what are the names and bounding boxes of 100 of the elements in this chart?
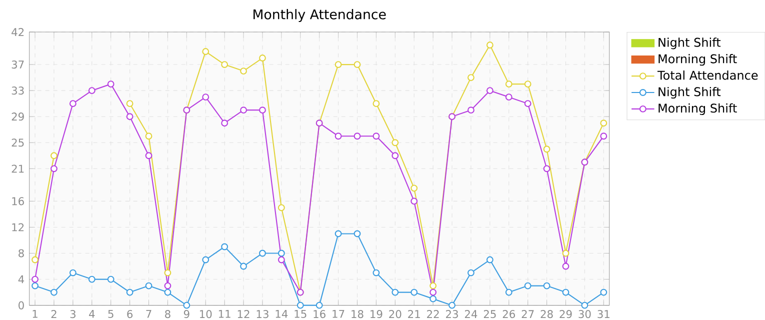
x-tick-label: 12 bbox=[238, 310, 250, 318]
x-tick-label: 19 bbox=[370, 310, 382, 318]
point bbox=[562, 288, 570, 296]
point bbox=[202, 256, 210, 264]
point bbox=[410, 198, 418, 205]
x-tick-label: 14 bbox=[276, 310, 288, 318]
point bbox=[486, 42, 494, 48]
point bbox=[524, 100, 532, 108]
x-tick-label: 24 bbox=[464, 310, 478, 318]
point bbox=[468, 74, 474, 82]
point bbox=[32, 282, 38, 290]
point bbox=[334, 132, 342, 140]
point bbox=[50, 152, 58, 160]
point bbox=[410, 288, 418, 296]
point bbox=[392, 139, 399, 146]
point bbox=[430, 295, 437, 302]
point bbox=[392, 152, 399, 160]
point bbox=[164, 288, 172, 296]
point bbox=[354, 230, 361, 238]
point bbox=[354, 132, 361, 140]
point bbox=[600, 120, 608, 127]
point bbox=[240, 68, 247, 75]
y-tick-label: 4 bbox=[18, 275, 24, 284]
y-tick-label: 12 bbox=[12, 223, 24, 232]
legend-label: Total Attendance bbox=[657, 70, 758, 80]
x-tick-label: 25 bbox=[484, 310, 496, 318]
y-tick-label: 29 bbox=[12, 112, 24, 121]
point bbox=[164, 282, 172, 290]
x-tick-label: 13 bbox=[256, 310, 268, 318]
x-tick-label: 26 bbox=[502, 310, 515, 318]
point bbox=[505, 80, 512, 88]
x-tick-label: 18 bbox=[352, 310, 364, 318]
point bbox=[202, 48, 210, 55]
point bbox=[69, 100, 76, 108]
point bbox=[145, 152, 152, 160]
x-tick-label: 2 bbox=[51, 310, 56, 318]
point bbox=[32, 276, 38, 283]
point bbox=[486, 87, 494, 94]
point bbox=[202, 94, 210, 101]
legend-label: Morning Shift bbox=[658, 54, 737, 66]
x-tick-label: 20 bbox=[389, 310, 402, 318]
x-tick-label: 29 bbox=[560, 310, 572, 318]
x-tick-label: 6 bbox=[127, 310, 133, 318]
y-tick-label: 33 bbox=[12, 86, 24, 95]
point bbox=[410, 184, 418, 192]
x-tick-label: 3 bbox=[70, 310, 76, 318]
point bbox=[430, 282, 437, 290]
y-tick-label: 0 bbox=[18, 301, 24, 310]
x-tick-label: 21 bbox=[408, 310, 420, 318]
point bbox=[259, 54, 266, 62]
y-tick-label: 8 bbox=[18, 249, 24, 258]
x-tick-label: 31 bbox=[598, 310, 610, 318]
point bbox=[316, 302, 323, 309]
point bbox=[562, 262, 570, 270]
point bbox=[278, 250, 285, 257]
x-tick-label: 8 bbox=[165, 310, 170, 318]
point bbox=[88, 276, 96, 283]
point bbox=[240, 106, 247, 114]
point bbox=[126, 288, 134, 296]
point bbox=[296, 302, 304, 309]
point bbox=[505, 288, 512, 296]
point bbox=[334, 61, 342, 68]
x-tick-label: 11 bbox=[218, 310, 230, 318]
x-tick-label: 27 bbox=[522, 310, 534, 318]
x-tick-label: 9 bbox=[184, 310, 190, 318]
chart-title: Monthly Attendance bbox=[254, 9, 386, 22]
point bbox=[524, 80, 532, 88]
point bbox=[145, 282, 152, 290]
point bbox=[372, 269, 380, 276]
point bbox=[107, 80, 114, 88]
y-tick-label: 16 bbox=[12, 197, 24, 206]
y-tick-label: 25 bbox=[12, 138, 24, 147]
y-tick-label: 21 bbox=[12, 164, 24, 173]
point bbox=[259, 106, 266, 114]
point bbox=[543, 165, 550, 172]
point bbox=[183, 302, 190, 309]
point bbox=[448, 302, 456, 309]
y-tick-label: 42 bbox=[12, 28, 24, 36]
x-tick-label: 10 bbox=[200, 310, 212, 318]
point bbox=[50, 165, 58, 172]
point bbox=[221, 61, 228, 68]
point bbox=[468, 106, 474, 114]
point bbox=[505, 94, 512, 101]
point bbox=[259, 250, 266, 257]
point bbox=[334, 230, 342, 238]
legend-label: Night Shift bbox=[658, 86, 721, 99]
point bbox=[392, 288, 399, 296]
point bbox=[88, 87, 96, 94]
point bbox=[354, 61, 361, 68]
point bbox=[543, 282, 550, 290]
x-tick-label: 5 bbox=[108, 310, 114, 318]
point bbox=[240, 262, 247, 270]
point bbox=[372, 132, 380, 140]
y-tick-label: 37 bbox=[12, 60, 24, 69]
point bbox=[600, 288, 608, 296]
point bbox=[107, 276, 114, 283]
point bbox=[164, 269, 172, 276]
legend-label: Night Shift bbox=[658, 38, 721, 50]
point bbox=[486, 256, 494, 264]
legend-label: Morning Shift bbox=[658, 103, 737, 116]
